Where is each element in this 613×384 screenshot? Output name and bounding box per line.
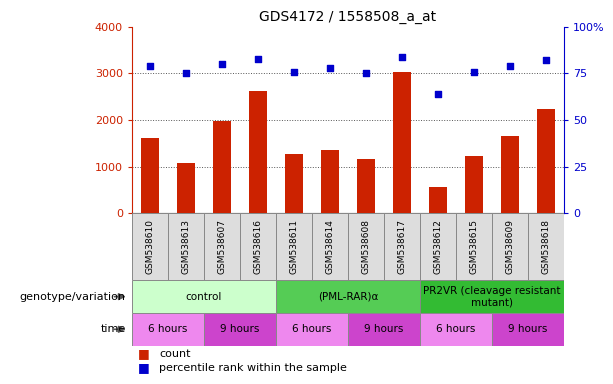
Text: (PML-RAR)α: (PML-RAR)α [318, 291, 378, 302]
Text: time: time [101, 324, 126, 334]
Text: 9 hours: 9 hours [220, 324, 259, 334]
Bar [249, 91, 267, 213]
Text: 6 hours: 6 hours [148, 324, 188, 334]
Text: control: control [186, 291, 222, 302]
Bar [420, 213, 456, 280]
Bar [213, 121, 231, 213]
Text: PR2VR (cleavage resistant
mutant): PR2VR (cleavage resistant mutant) [423, 286, 561, 308]
Text: GSM538607: GSM538607 [218, 219, 226, 274]
Text: GSM538616: GSM538616 [253, 219, 262, 274]
Text: percentile rank within the sample: percentile rank within the sample [159, 362, 347, 373]
Bar [168, 213, 204, 280]
Text: count: count [159, 349, 191, 359]
Bar [321, 150, 339, 213]
Point [325, 65, 335, 71]
Bar [177, 163, 195, 213]
Text: ■: ■ [138, 361, 150, 374]
Bar [276, 280, 420, 313]
Point [181, 70, 191, 76]
Bar [285, 154, 303, 213]
Point [253, 55, 263, 61]
Text: GSM538614: GSM538614 [326, 219, 334, 274]
Bar [429, 187, 447, 213]
Text: GSM538613: GSM538613 [181, 219, 190, 274]
Bar [528, 213, 564, 280]
Bar [141, 138, 159, 213]
Bar [312, 213, 348, 280]
Bar [456, 213, 492, 280]
Bar [276, 313, 348, 346]
Bar [492, 213, 528, 280]
Bar [357, 159, 375, 213]
Text: GSM538608: GSM538608 [362, 219, 370, 274]
Bar [132, 313, 204, 346]
Point [289, 68, 299, 74]
Bar [384, 213, 420, 280]
Text: GSM538610: GSM538610 [145, 219, 154, 274]
Bar [420, 280, 564, 313]
Point [433, 91, 443, 97]
Bar [492, 313, 564, 346]
Text: ■: ■ [138, 348, 150, 360]
Point [469, 68, 479, 74]
Bar [393, 71, 411, 213]
Bar [204, 313, 276, 346]
Text: GSM538617: GSM538617 [397, 219, 406, 274]
Point [541, 57, 551, 63]
Point [397, 54, 407, 60]
Bar [420, 313, 492, 346]
Title: GDS4172 / 1558508_a_at: GDS4172 / 1558508_a_at [259, 10, 436, 25]
Bar [204, 213, 240, 280]
Bar [132, 280, 276, 313]
Bar [465, 156, 483, 213]
Bar [276, 213, 312, 280]
Bar [240, 213, 276, 280]
Text: GSM538612: GSM538612 [433, 219, 443, 274]
Bar [537, 109, 555, 213]
Bar [132, 213, 168, 280]
Text: 6 hours: 6 hours [436, 324, 476, 334]
Bar [348, 213, 384, 280]
Bar [501, 136, 519, 213]
Text: genotype/variation: genotype/variation [20, 291, 126, 302]
Point [217, 61, 227, 67]
Text: GSM538611: GSM538611 [289, 219, 299, 274]
Point [361, 70, 371, 76]
Text: 6 hours: 6 hours [292, 324, 332, 334]
Bar [348, 313, 420, 346]
Text: GSM538618: GSM538618 [541, 219, 550, 274]
Text: 9 hours: 9 hours [508, 324, 547, 334]
Point [505, 63, 515, 69]
Point [145, 63, 154, 69]
Text: GSM538615: GSM538615 [470, 219, 478, 274]
Text: 9 hours: 9 hours [364, 324, 403, 334]
Text: GSM538609: GSM538609 [506, 219, 514, 274]
